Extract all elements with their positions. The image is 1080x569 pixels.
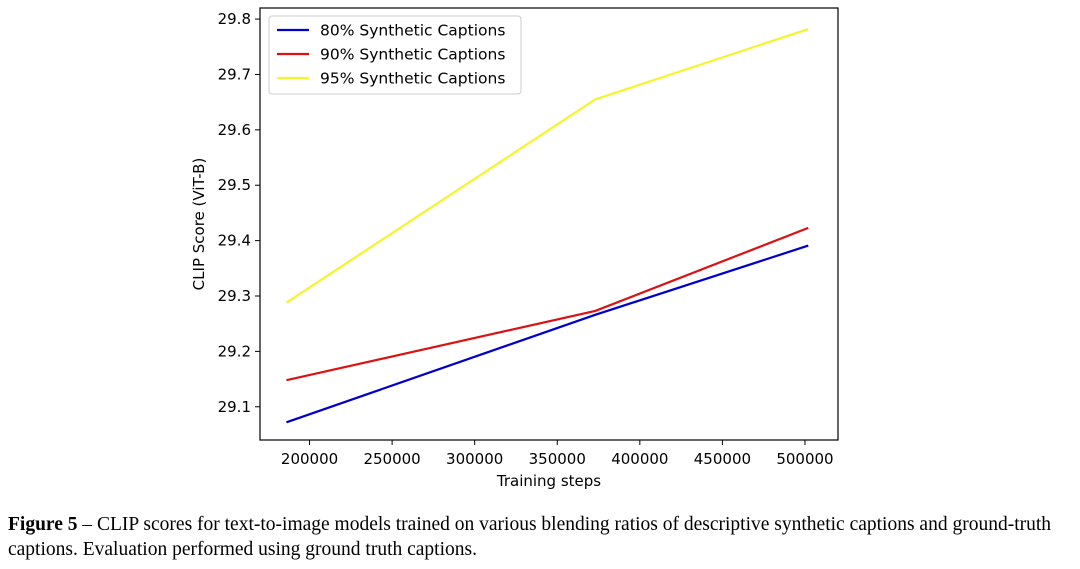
figure-caption: Figure 5 – CLIP scores for text-to-image… xyxy=(8,512,1076,562)
caption-label: Figure 5 xyxy=(8,514,78,535)
x-tick-label: 250000 xyxy=(363,450,420,468)
plot-area xyxy=(259,7,839,441)
series-line-1 xyxy=(286,244,809,424)
series-line-3 xyxy=(285,28,809,304)
y-axis-label: CLIP Score (ViT-B) xyxy=(190,158,208,291)
x-tick-label: 400000 xyxy=(611,450,668,468)
y-tick-label: 29.2 xyxy=(218,342,251,360)
y-tick-label: 29.7 xyxy=(218,65,251,83)
y-tick-label: 29.1 xyxy=(218,398,251,416)
x-axis-label: Training steps xyxy=(496,472,601,490)
y-tick-label: 29.3 xyxy=(218,287,251,305)
y-tick-label: 29.5 xyxy=(218,176,251,194)
legend-label: 80% Synthetic Captions xyxy=(320,22,505,40)
x-tick-label: 200000 xyxy=(281,450,338,468)
series-line-2 xyxy=(286,226,809,382)
x-tick-label: 350000 xyxy=(529,450,586,468)
y-axis-ticks: 29.1 29.2 29.3 29.4 29.5 29.6 29.7 29.8 xyxy=(218,10,260,416)
y-tick-label: 29.4 xyxy=(218,232,251,250)
chart: 200000 250000 300000 350000 400000 450000 5000… xyxy=(190,7,839,490)
x-tick-label: 500000 xyxy=(776,450,833,468)
legend-label: 95% Synthetic Captions xyxy=(320,70,505,88)
x-tick-label: 450000 xyxy=(694,450,751,468)
y-tick-label: 29.8 xyxy=(218,10,251,28)
caption-text: – CLIP scores for text-to-image models t… xyxy=(8,514,1052,560)
legend: 80% Synthetic Captions 90% Synthetic Capt… xyxy=(268,15,522,95)
legend-label: 90% Synthetic Captions xyxy=(320,46,505,64)
y-tick-label: 29.6 xyxy=(218,121,251,139)
legend-box xyxy=(268,15,522,95)
x-axis-ticks: 200000 250000 300000 350000 400000 450000 5000… xyxy=(281,440,834,468)
series-lines xyxy=(285,28,809,424)
x-tick-label: 300000 xyxy=(446,450,503,468)
